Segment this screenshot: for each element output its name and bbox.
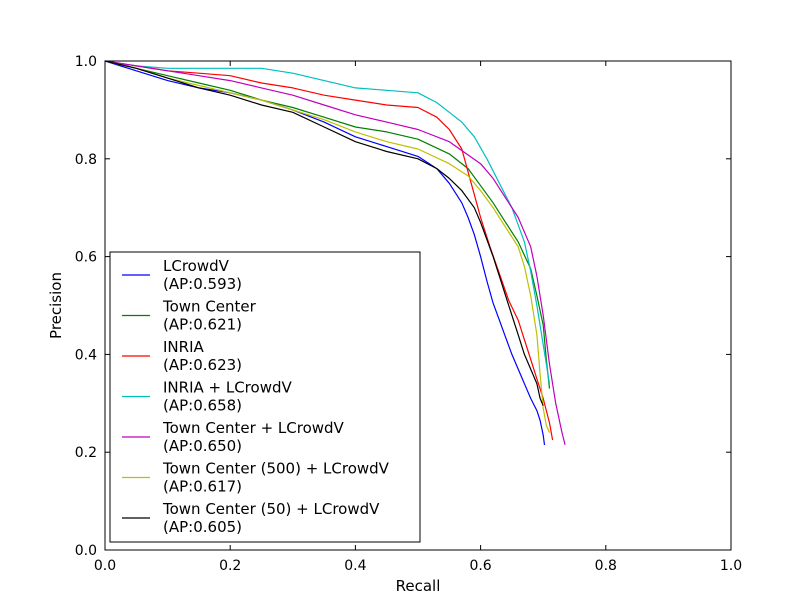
x-tick-label-0: 0.0 — [94, 558, 116, 574]
legend-ap-6: (AP:0.605) — [163, 518, 242, 536]
series-line-2 — [104, 60, 554, 441]
legend-name-4: Town Center + LCrowdV — [162, 419, 345, 437]
legend-ap-4: (AP:0.650) — [163, 437, 242, 455]
x-tick-label-3: 0.6 — [469, 558, 491, 574]
legend-ap-3: (AP:0.658) — [163, 397, 242, 415]
legend: LCrowdV(AP:0.593) Town Center(AP:0.621) IN… — [109, 251, 421, 543]
series-line-5 — [104, 60, 551, 433]
legend-name-6: Town Center (50) + LCrowdV — [162, 500, 380, 518]
y-tick-label-4: 0.8 — [75, 152, 97, 168]
y-tick-label-3: 0.6 — [75, 250, 97, 266]
tick-labels: 0.0 0.2 0.4 0.6 0.8 1.0 0.0 0.2 0.4 0.6 0.8 1.0 — [75, 54, 742, 574]
plot-frame — [104, 60, 732, 551]
legend-ap-2: (AP:0.623) — [163, 356, 242, 374]
x-tick-label-1: 0.2 — [219, 558, 241, 574]
series-line-1 — [104, 60, 551, 389]
series-line-3 — [104, 60, 551, 384]
legend-ap-0: (AP:0.593) — [163, 275, 242, 293]
legend-name-3: INRIA + LCrowdV — [163, 379, 292, 397]
legend-ap-1: (AP:0.621) — [163, 316, 242, 334]
x-tick-label-5: 1.0 — [720, 558, 742, 574]
legend-ap-5: (AP:0.617) — [163, 478, 242, 496]
x-tick-label-2: 0.4 — [344, 558, 366, 574]
legend-name-5: Town Center (500) + LCrowdV — [162, 460, 390, 478]
y-tick-label-1: 0.2 — [75, 445, 97, 461]
legend-name-1: Town Center — [162, 298, 257, 316]
axis-ticks — [104, 60, 732, 551]
series-line-6 — [104, 60, 544, 406]
x-axis-label: Recall — [396, 577, 441, 595]
y-axis-label: Precision — [47, 272, 65, 339]
y-tick-label-2: 0.4 — [75, 347, 97, 363]
legend-name-0: LCrowdV — [163, 257, 230, 275]
legend-box — [109, 251, 421, 543]
legend-name-2: INRIA — [163, 338, 204, 356]
y-tick-label-0: 0.0 — [75, 543, 97, 559]
y-tick-label-5: 1.0 — [75, 54, 97, 70]
plot-lines — [104, 60, 566, 446]
series-line-4 — [104, 60, 566, 446]
x-tick-label-4: 0.8 — [595, 558, 617, 574]
